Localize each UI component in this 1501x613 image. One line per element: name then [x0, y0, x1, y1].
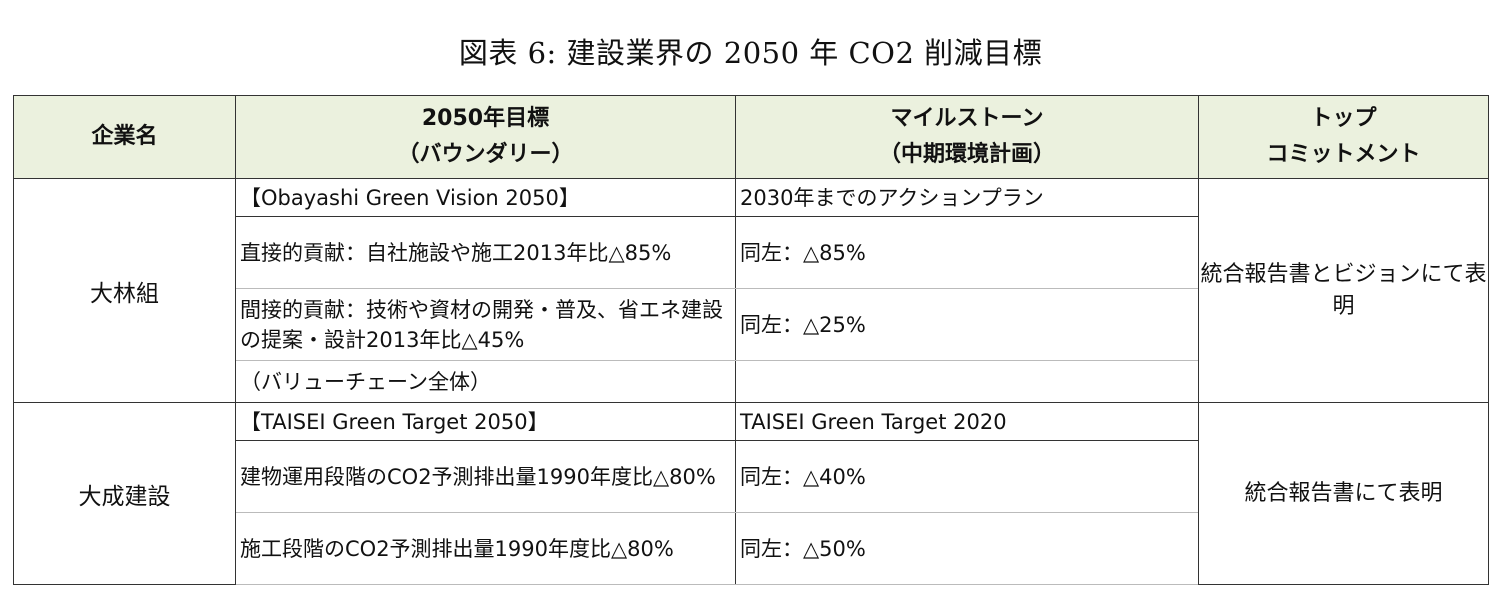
table-row: 大成建設 【TAISEI Green Target 2050】 TAISEI G…	[13, 402, 1489, 585]
milestone-cell: TAISEI Green Target 2020	[735, 402, 1199, 441]
milestone-cell: 同左：△25%	[735, 288, 1199, 361]
table-row: 施工段階のCO2予測排出量1990年度比△80% 同左：△50%	[14, 512, 1489, 585]
table-row: （バリューチェーン全体）	[14, 360, 1489, 403]
company-name: 大林組	[13, 178, 236, 403]
table-row: 直接的貢献：自社施設や施工2013年比△85% 同左：△85%	[14, 216, 1489, 289]
target-cell: 建物運用段階のCO2予測排出量1990年度比△80%	[235, 440, 736, 513]
table-row: 間接的貢献：技術や資材の開発・普及、省エネ建設の提案・設計2013年比△45% …	[14, 288, 1489, 361]
target-cell: 施工段階のCO2予測排出量1990年度比△80%	[235, 512, 736, 585]
milestone-cell	[735, 360, 1199, 403]
company-name: 大成建設	[13, 402, 236, 585]
header-milestone: マイルストーン （中期環境計画）	[735, 95, 1199, 179]
target-cell: 【TAISEI Green Target 2050】	[235, 402, 736, 441]
table-header-row: 企業名 2050年目標 （バウンダリー） マイルストーン （中期環境計画） トップコ…	[13, 95, 1489, 179]
header-company: 企業名	[13, 95, 236, 179]
header-target: 2050年目標 （バウンダリー）	[235, 95, 736, 179]
top-commitment-cell: 統合報告書とビジョンにて表明	[1198, 178, 1489, 403]
co2-target-table: 企業名 2050年目標 （バウンダリー） マイルストーン （中期環境計画） トップコ…	[13, 95, 1489, 585]
table-row: 大林組 【Obayashi Green Vision 2050】 2030年まで…	[13, 178, 1489, 403]
milestone-cell: 同左：△40%	[735, 440, 1199, 513]
top-commitment-cell: 統合報告書にて表明	[1198, 402, 1489, 585]
target-cell: 直接的貢献：自社施設や施工2013年比△85%	[235, 216, 736, 289]
milestone-cell: 同左：△85%	[735, 216, 1199, 289]
target-cell: 【Obayashi Green Vision 2050】	[235, 178, 736, 217]
header-top-commitment: トップ コミットメント	[1198, 95, 1489, 179]
figure-title: 図表 6: 建設業界の 2050 年 CO2 削減目標	[458, 36, 1043, 70]
milestone-cell: 2030年までのアクションプラン	[735, 178, 1199, 217]
milestone-cell: 同左：△50%	[735, 512, 1199, 585]
target-cell: 間接的貢献：技術や資材の開発・普及、省エネ建設の提案・設計2013年比△45%	[235, 288, 736, 361]
target-cell: （バリューチェーン全体）	[235, 360, 736, 403]
